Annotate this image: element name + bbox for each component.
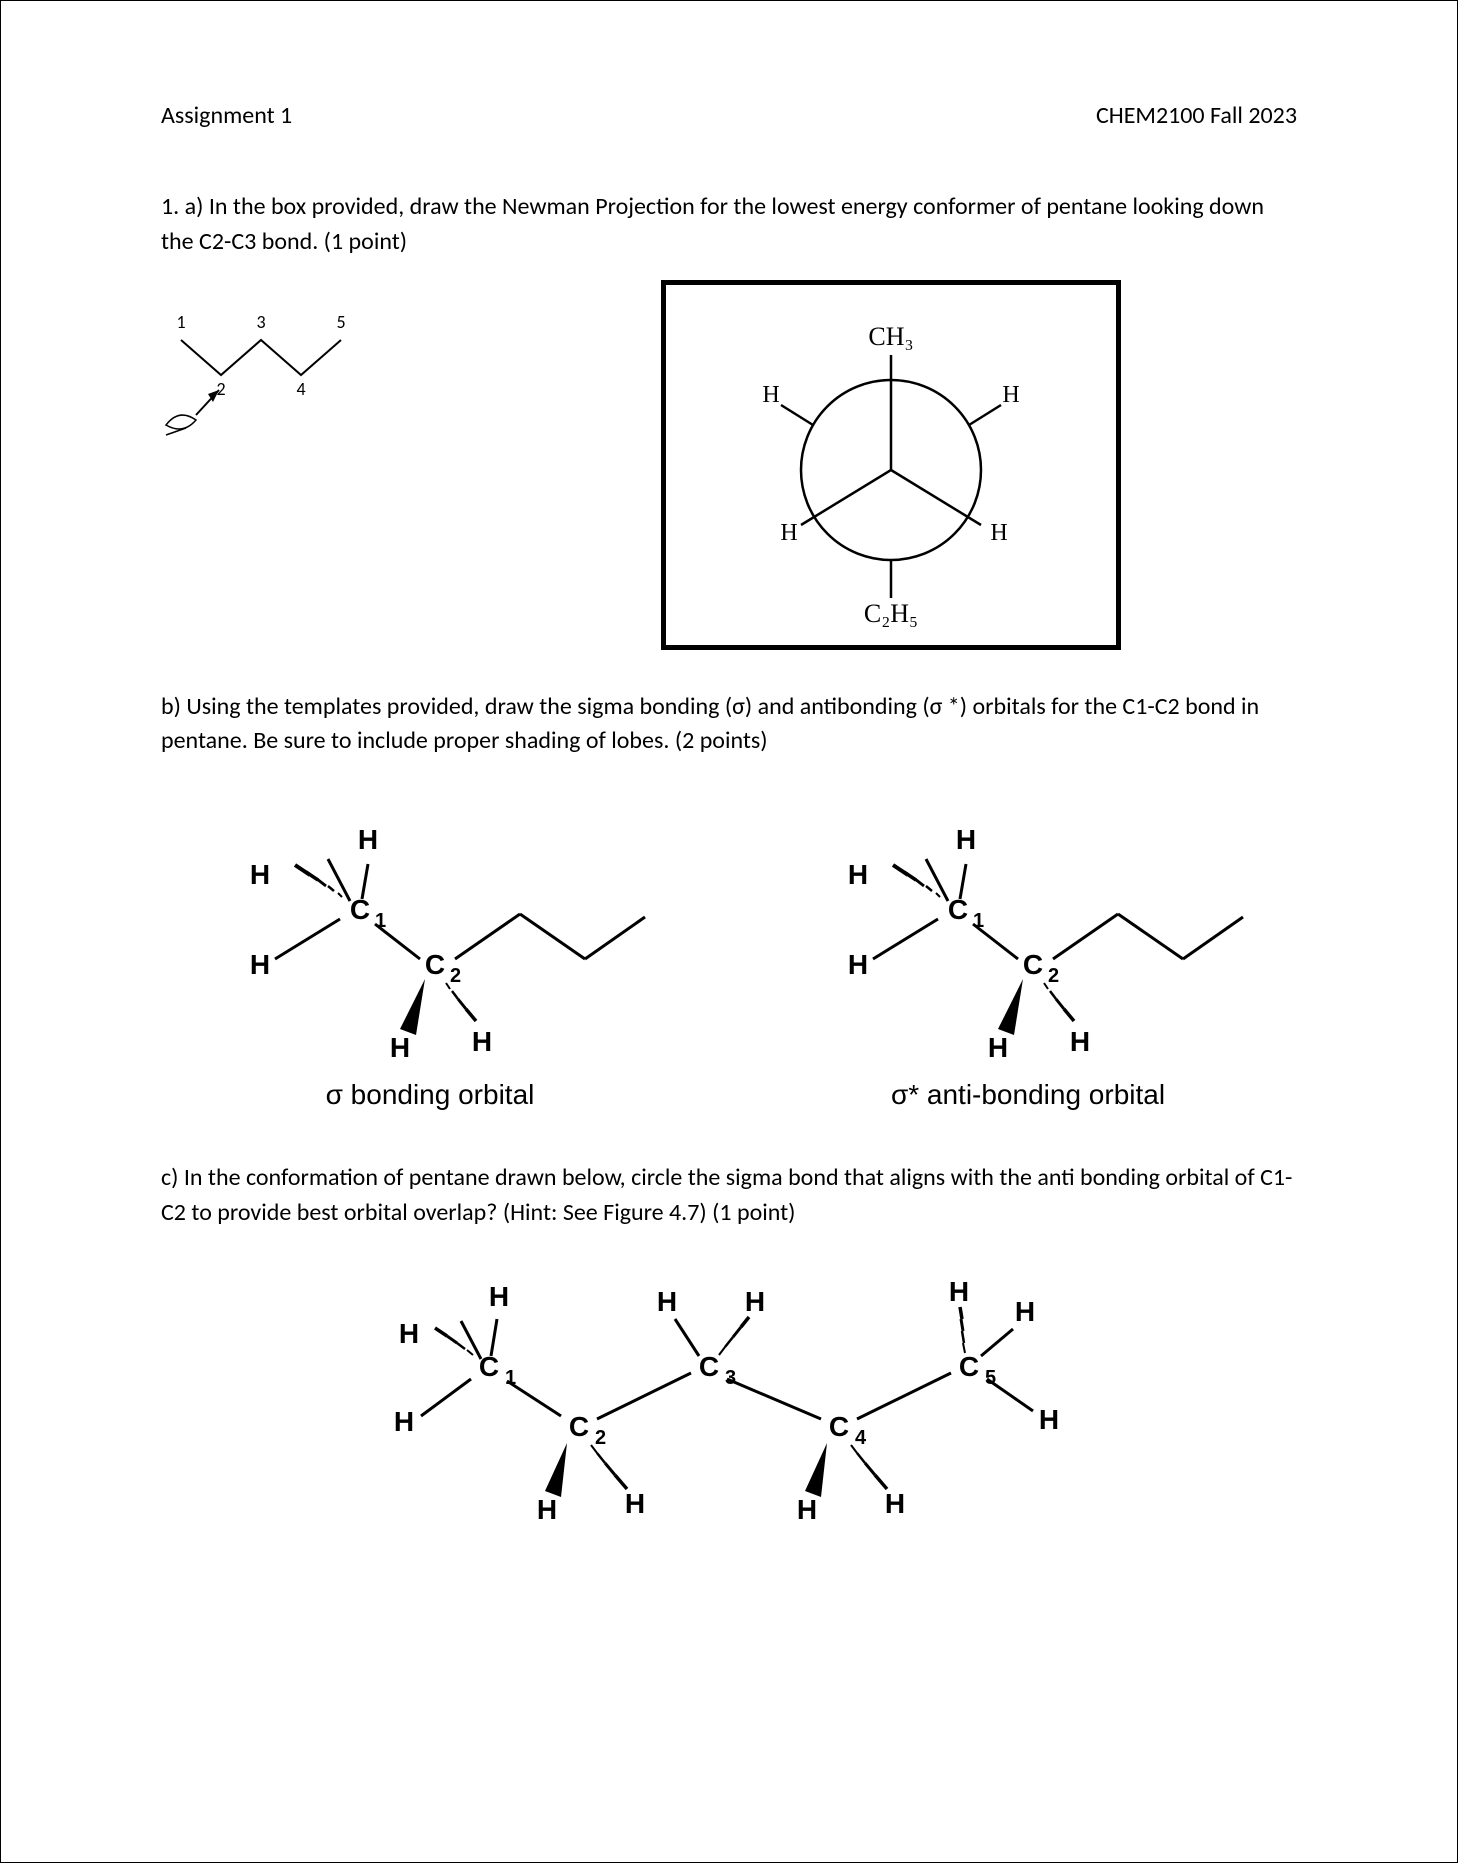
skeletal-label-5: 5 bbox=[336, 311, 345, 333]
skeletal-label-2: 2 bbox=[216, 378, 225, 400]
svg-text:H: H bbox=[949, 1276, 969, 1307]
svg-text:H: H bbox=[390, 1032, 410, 1063]
svg-text:C: C bbox=[479, 1351, 499, 1382]
newman-back-left: H bbox=[762, 382, 779, 408]
svg-text:H: H bbox=[472, 1026, 492, 1057]
newman-back-right: H bbox=[1002, 382, 1019, 408]
newman-front-left: H bbox=[780, 520, 797, 546]
svg-text:C: C bbox=[1023, 949, 1043, 980]
row-1a: 1 2 3 4 5 bbox=[161, 280, 1297, 650]
svg-text:H: H bbox=[358, 824, 378, 855]
svg-text:H: H bbox=[537, 1494, 557, 1525]
question-1a-text: 1. a) In the box provided, draw the Newm… bbox=[161, 190, 1297, 260]
svg-text:H: H bbox=[745, 1286, 765, 1317]
sigma-caption: σ bonding orbital bbox=[161, 1079, 699, 1111]
pentane-full-structure: C1 H H H C2 H bbox=[349, 1251, 1109, 1531]
course-title: CHEM2100 Fall 2023 bbox=[1096, 101, 1297, 130]
svg-text:4: 4 bbox=[855, 1427, 867, 1449]
svg-text:H: H bbox=[489, 1281, 509, 1312]
svg-text:C: C bbox=[425, 949, 445, 980]
svg-text:C: C bbox=[959, 1351, 979, 1382]
svg-text:H: H bbox=[394, 1406, 414, 1437]
page-header: Assignment 1 CHEM2100 Fall 2023 bbox=[161, 101, 1297, 130]
sigma-star-caption: σ* anti-bonding orbital bbox=[759, 1079, 1297, 1111]
svg-text:H: H bbox=[848, 949, 868, 980]
svg-text:C: C bbox=[350, 894, 370, 925]
skeletal-label-1: 1 bbox=[176, 311, 185, 333]
svg-text:C: C bbox=[948, 894, 968, 925]
svg-text:H: H bbox=[1015, 1296, 1035, 1327]
svg-text:H: H bbox=[399, 1318, 419, 1349]
svg-text:C: C bbox=[569, 1411, 589, 1442]
eye-icon bbox=[166, 390, 219, 435]
svg-text:2: 2 bbox=[595, 1427, 606, 1449]
svg-text:2: 2 bbox=[1048, 965, 1059, 987]
svg-text:H: H bbox=[250, 949, 270, 980]
svg-text:H: H bbox=[657, 1286, 677, 1317]
svg-text:H: H bbox=[625, 1488, 645, 1519]
newman-back-bottom: C₂H₅ bbox=[864, 599, 918, 628]
question-1c-text: c) In the conformation of pentane drawn … bbox=[161, 1161, 1297, 1231]
sigma-antibonding-column: C1 C2 H H H bbox=[759, 789, 1297, 1111]
svg-text:C: C bbox=[699, 1351, 719, 1382]
newman-answer-box: CH₃ H H H H C₂H₅ bbox=[661, 280, 1121, 650]
assignment-title: Assignment 1 bbox=[161, 101, 292, 130]
svg-text:3: 3 bbox=[725, 1367, 736, 1389]
svg-text:H: H bbox=[1070, 1026, 1090, 1057]
svg-text:H: H bbox=[797, 1494, 817, 1525]
svg-text:C: C bbox=[829, 1411, 849, 1442]
newman-front-right: H bbox=[990, 520, 1007, 546]
row-1b: C1 C2 H H H bbox=[161, 789, 1297, 1111]
sigma-bonding-column: C1 C2 H H H bbox=[161, 789, 699, 1111]
skeletal-label-4: 4 bbox=[296, 378, 305, 400]
question-1b-text: b) Using the templates provided, draw th… bbox=[161, 690, 1297, 760]
sigma-star-template: C1 C2 H H H bbox=[798, 789, 1258, 1069]
skeletal-structure: 1 2 3 4 5 bbox=[161, 280, 421, 480]
row-1c: C1 H H H C2 H bbox=[161, 1251, 1297, 1531]
page: Assignment 1 CHEM2100 Fall 2023 1. a) In… bbox=[0, 0, 1458, 1863]
newman-front-top: CH₃ bbox=[868, 322, 913, 351]
svg-text:H: H bbox=[250, 859, 270, 890]
newman-projection: CH₃ H H H H C₂H₅ bbox=[762, 322, 1019, 628]
svg-text:H: H bbox=[848, 859, 868, 890]
svg-text:H: H bbox=[1039, 1404, 1059, 1435]
svg-text:H: H bbox=[956, 824, 976, 855]
sigma-bond-template: C1 C2 H H H bbox=[200, 789, 660, 1069]
svg-text:H: H bbox=[988, 1032, 1008, 1063]
svg-text:2: 2 bbox=[450, 965, 461, 987]
svg-text:H: H bbox=[885, 1488, 905, 1519]
skeletal-label-3: 3 bbox=[256, 311, 265, 333]
